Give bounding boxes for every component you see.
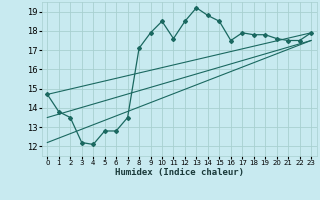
X-axis label: Humidex (Indice chaleur): Humidex (Indice chaleur) <box>115 168 244 177</box>
